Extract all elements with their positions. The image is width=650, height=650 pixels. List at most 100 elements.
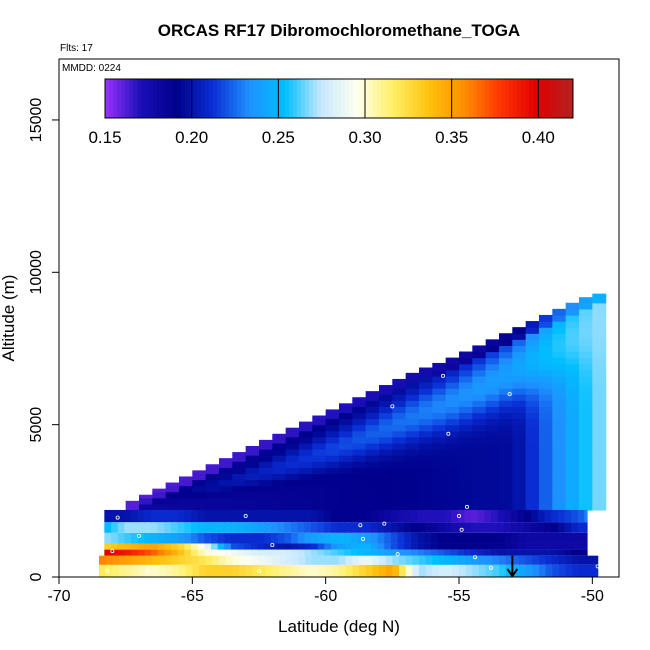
upper-cell — [379, 430, 393, 438]
band-cell — [271, 549, 279, 556]
band-cell — [112, 555, 120, 565]
upper-cell — [379, 473, 393, 481]
band-cell — [464, 522, 472, 533]
upper-cell — [339, 491, 353, 499]
sample-point — [243, 514, 248, 519]
band-cell — [584, 549, 588, 556]
upper-cell — [419, 485, 433, 493]
upper-cell — [565, 381, 580, 389]
band-cell — [491, 522, 499, 533]
colorbar-swatch — [445, 79, 450, 118]
upper-cell — [285, 485, 300, 493]
upper-cell — [432, 381, 447, 389]
band-cell — [217, 509, 225, 523]
upper-cell — [259, 467, 273, 474]
upper-cell — [459, 449, 473, 456]
band-cell — [417, 509, 425, 523]
band-cell — [184, 549, 192, 556]
upper-cell — [232, 491, 247, 499]
band-cell — [164, 522, 172, 533]
band-cell — [231, 543, 239, 550]
upper-cell — [312, 467, 327, 474]
colorbar-swatch — [317, 79, 322, 118]
band-cell — [251, 532, 259, 544]
upper-cell — [325, 467, 340, 474]
colorbar-swatch — [565, 79, 570, 118]
colorbar-swatch — [353, 79, 358, 118]
band-cell — [144, 549, 152, 556]
colorbar-swatch — [345, 79, 350, 118]
band-cell — [171, 549, 179, 556]
band-cell — [424, 509, 432, 523]
band-cell — [271, 509, 279, 523]
upper-cell — [485, 339, 500, 347]
band-cell — [344, 522, 352, 533]
colorbar-swatch — [397, 79, 402, 118]
band-cell — [584, 532, 588, 544]
upper-cell — [272, 433, 287, 438]
upper-cell — [579, 442, 593, 450]
colorbar-swatch — [321, 79, 326, 118]
colorbar-swatch — [433, 79, 438, 118]
upper-cell — [259, 442, 273, 450]
upper-cell — [365, 400, 380, 407]
upper-cell — [512, 461, 527, 468]
colorbar-swatch — [513, 79, 518, 118]
upper-cell — [485, 388, 500, 395]
colorbar-swatch — [285, 79, 290, 118]
band-cell — [451, 543, 459, 550]
upper-cell — [365, 467, 380, 474]
colorbar-swatch — [333, 79, 338, 118]
upper-cell — [365, 497, 380, 505]
upper-cell — [525, 467, 540, 474]
band-cell — [197, 509, 205, 523]
upper-cell — [472, 394, 487, 401]
upper-cell — [485, 412, 500, 420]
upper-cell — [459, 485, 473, 493]
band-cell — [477, 509, 485, 523]
upper-cell — [419, 442, 433, 450]
band-cell — [331, 522, 339, 533]
band-cell — [299, 555, 307, 565]
colorbar-swatch — [113, 79, 118, 118]
band-cell — [104, 549, 112, 556]
upper-cell — [325, 449, 340, 456]
band-cell — [165, 555, 173, 565]
upper-cell — [459, 400, 473, 407]
y-tick-label: 10000 — [28, 250, 45, 295]
band-cell — [131, 543, 139, 550]
band-cell — [584, 543, 588, 550]
upper-cell — [445, 479, 460, 487]
band-cell — [472, 564, 480, 577]
x-tick-label: -60 — [314, 588, 337, 605]
band-cell — [512, 555, 520, 565]
upper-cell — [339, 461, 353, 468]
band-cell — [137, 549, 145, 556]
upper-cell — [392, 491, 407, 499]
band-cell — [524, 522, 532, 533]
upper-cell — [512, 430, 527, 438]
upper-cell — [432, 375, 447, 383]
x-tick-label: -55 — [447, 588, 470, 605]
upper-cell — [512, 394, 527, 401]
band-cell — [284, 543, 292, 550]
upper-cell — [592, 479, 607, 487]
colorbar-swatch — [373, 79, 378, 118]
band-cell — [571, 543, 579, 550]
upper-cell — [459, 436, 473, 444]
colorbar-swatch — [489, 79, 494, 118]
band-cell — [532, 564, 540, 577]
upper-cell — [445, 418, 460, 426]
band-cell — [399, 564, 407, 577]
upper-cell — [219, 473, 233, 481]
colorbar-swatch — [161, 79, 166, 118]
upper-cell — [472, 351, 487, 359]
upper-cell — [499, 381, 513, 389]
band-cell — [544, 532, 552, 544]
band-cell — [391, 532, 399, 544]
upper-cell — [419, 491, 433, 499]
upper-cell — [539, 363, 553, 371]
band-cell — [117, 532, 125, 544]
upper-cell — [592, 497, 607, 505]
upper-cell — [539, 381, 553, 389]
